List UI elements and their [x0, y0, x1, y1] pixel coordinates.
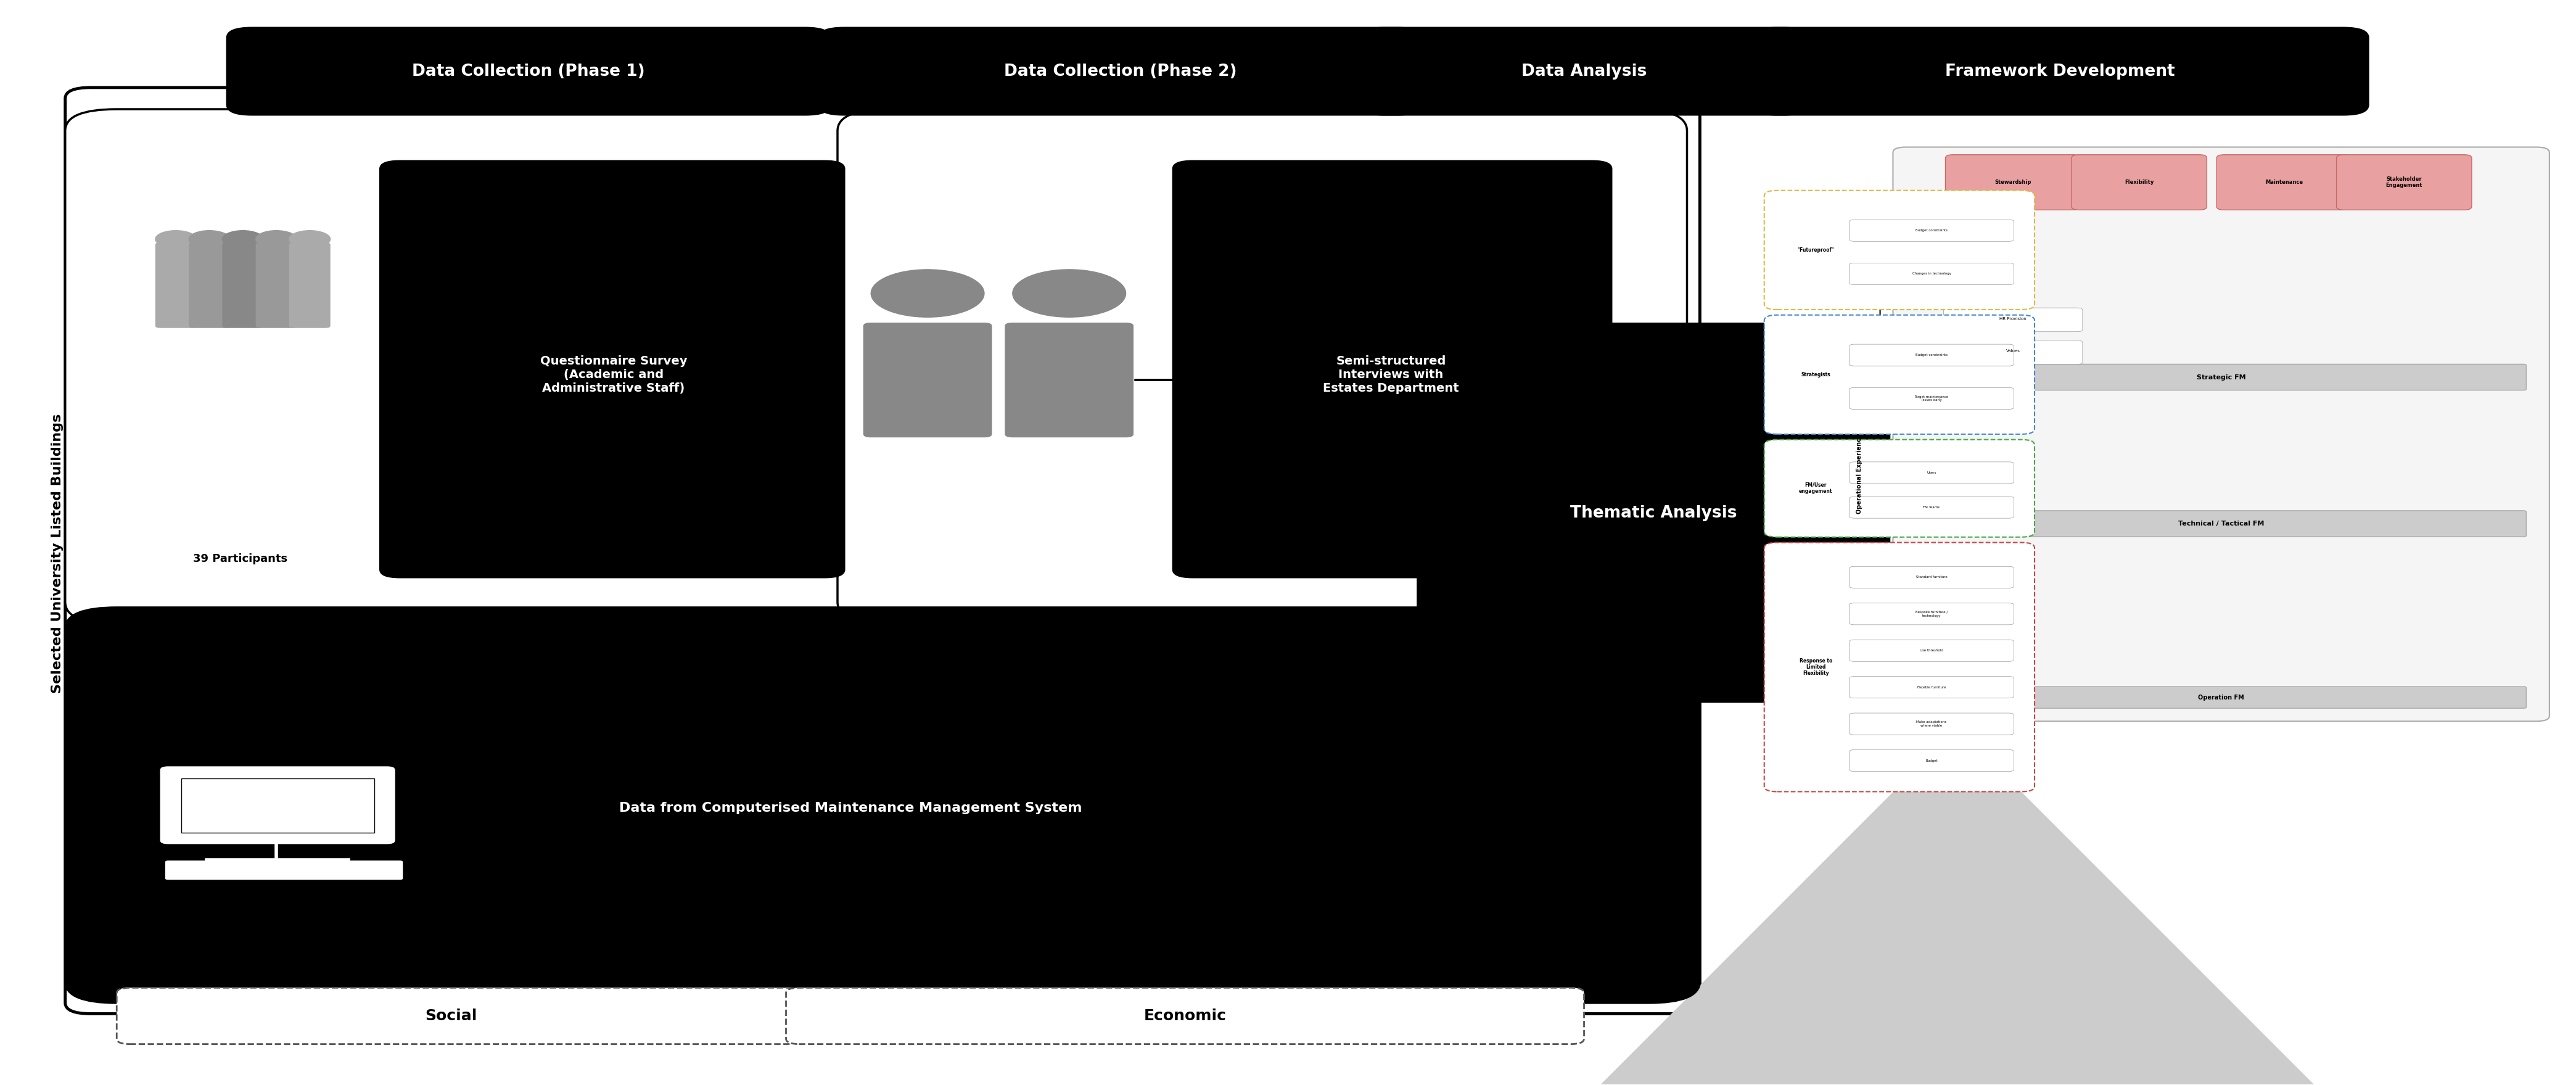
Text: FM Teams: FM Teams	[1924, 506, 1940, 509]
Text: Data Collection (Phase 1): Data Collection (Phase 1)	[412, 63, 644, 79]
Text: Target maintenance
issues early: Target maintenance issues early	[1914, 395, 1947, 401]
FancyArrowPatch shape	[1188, 728, 2576, 1085]
Text: HR Provision: HR Provision	[1999, 317, 2027, 320]
FancyBboxPatch shape	[1945, 155, 2081, 209]
Text: Budget constraints: Budget constraints	[1917, 229, 1947, 232]
FancyBboxPatch shape	[1850, 750, 2014, 771]
FancyBboxPatch shape	[1765, 315, 2035, 434]
Text: 39 Participants: 39 Participants	[193, 553, 289, 564]
FancyBboxPatch shape	[1005, 322, 1133, 437]
FancyBboxPatch shape	[1765, 191, 2035, 309]
FancyBboxPatch shape	[1850, 640, 2014, 662]
Text: Data Analysis: Data Analysis	[1522, 63, 1646, 79]
Text: Bespoke furniture /
technology: Bespoke furniture / technology	[1917, 611, 1947, 617]
Text: Strategists: Strategists	[1801, 372, 1832, 378]
FancyBboxPatch shape	[1850, 387, 2014, 409]
FancyBboxPatch shape	[837, 110, 1687, 624]
Text: Stakeholder
Engagement: Stakeholder Engagement	[2385, 177, 2421, 189]
FancyBboxPatch shape	[819, 27, 1422, 116]
FancyBboxPatch shape	[379, 161, 845, 578]
FancyBboxPatch shape	[1917, 687, 2527, 709]
FancyBboxPatch shape	[1850, 676, 2014, 698]
FancyBboxPatch shape	[64, 88, 1700, 1013]
FancyBboxPatch shape	[188, 242, 229, 328]
FancyBboxPatch shape	[1417, 322, 1891, 703]
Circle shape	[222, 230, 263, 247]
FancyBboxPatch shape	[1942, 308, 2081, 332]
FancyBboxPatch shape	[1358, 27, 1808, 116]
FancyBboxPatch shape	[180, 779, 374, 833]
FancyBboxPatch shape	[1942, 341, 2081, 365]
Text: Data from Computerised Maintenance Management System: Data from Computerised Maintenance Manag…	[618, 802, 1082, 814]
Text: "Futureproof": "Futureproof"	[1798, 247, 1834, 253]
Text: Response to
Limited
Flexibility: Response to Limited Flexibility	[1798, 658, 1832, 676]
FancyBboxPatch shape	[1850, 219, 2014, 241]
FancyBboxPatch shape	[165, 861, 402, 880]
Text: Budget constraints: Budget constraints	[1917, 354, 1947, 357]
FancyBboxPatch shape	[786, 987, 1584, 1044]
FancyBboxPatch shape	[1752, 27, 2370, 116]
Text: Thematic Analysis: Thematic Analysis	[1571, 506, 1736, 521]
FancyBboxPatch shape	[1850, 603, 2014, 625]
FancyBboxPatch shape	[1917, 511, 2527, 537]
Text: Maintenance: Maintenance	[2264, 179, 2303, 186]
FancyBboxPatch shape	[289, 242, 330, 328]
FancyBboxPatch shape	[2215, 155, 2352, 209]
FancyBboxPatch shape	[1893, 148, 2550, 722]
Text: Flexibility: Flexibility	[2125, 179, 2154, 186]
Text: Questionnaire Survey
(Academic and
Administrative Staff): Questionnaire Survey (Academic and Admin…	[541, 355, 688, 394]
Text: Semi-structured
Interviews with
Estates Department: Semi-structured Interviews with Estates …	[1324, 355, 1458, 394]
FancyBboxPatch shape	[1850, 566, 2014, 588]
Text: Changes in technology: Changes in technology	[1911, 272, 1950, 276]
FancyBboxPatch shape	[1765, 439, 2035, 537]
Text: Make adaptations
where viable: Make adaptations where viable	[1917, 720, 1947, 727]
FancyBboxPatch shape	[1850, 344, 2014, 366]
Text: Social: Social	[425, 1008, 477, 1023]
Text: FM/User
engagement: FM/User engagement	[1798, 483, 1832, 495]
Text: Data Collection (Phase 2): Data Collection (Phase 2)	[1005, 63, 1236, 79]
FancyBboxPatch shape	[1917, 365, 2527, 391]
Circle shape	[188, 230, 229, 247]
Text: Values: Values	[2007, 349, 2020, 353]
Circle shape	[289, 230, 330, 247]
Text: Stewardship: Stewardship	[1994, 179, 2032, 186]
FancyBboxPatch shape	[155, 242, 196, 328]
FancyBboxPatch shape	[116, 987, 799, 1044]
Text: Use threshold: Use threshold	[1919, 649, 1942, 652]
FancyBboxPatch shape	[222, 242, 263, 328]
FancyBboxPatch shape	[1850, 263, 2014, 284]
Circle shape	[1012, 269, 1126, 317]
Text: Selected University Listed Buildings: Selected University Listed Buildings	[52, 413, 64, 693]
Circle shape	[255, 230, 296, 247]
Text: Economic: Economic	[1144, 1008, 1226, 1023]
Circle shape	[871, 269, 984, 317]
FancyBboxPatch shape	[1765, 542, 2035, 792]
FancyBboxPatch shape	[1850, 462, 2014, 484]
Text: Strategic FM: Strategic FM	[2197, 374, 2246, 380]
Text: Budget: Budget	[1924, 759, 1937, 762]
Text: Standard furniture: Standard furniture	[1917, 576, 1947, 578]
FancyBboxPatch shape	[863, 322, 992, 437]
Text: Technical / Tactical FM: Technical / Tactical FM	[2179, 521, 2264, 526]
Text: Flexible furniture: Flexible furniture	[1917, 686, 1945, 689]
FancyBboxPatch shape	[2336, 155, 2473, 209]
FancyBboxPatch shape	[160, 767, 394, 844]
FancyBboxPatch shape	[64, 110, 914, 624]
Text: Operational Experience: Operational Experience	[1857, 434, 1862, 513]
Circle shape	[155, 230, 196, 247]
Text: Operation FM: Operation FM	[2197, 694, 2244, 701]
FancyBboxPatch shape	[255, 242, 296, 328]
FancyBboxPatch shape	[1850, 713, 2014, 735]
FancyBboxPatch shape	[1850, 497, 2014, 519]
Text: Framework Development: Framework Development	[1945, 63, 2174, 79]
Text: Users: Users	[1927, 471, 1937, 474]
FancyBboxPatch shape	[1172, 161, 1613, 578]
FancyBboxPatch shape	[2071, 155, 2208, 209]
FancyBboxPatch shape	[227, 27, 832, 116]
FancyBboxPatch shape	[64, 608, 1700, 1003]
